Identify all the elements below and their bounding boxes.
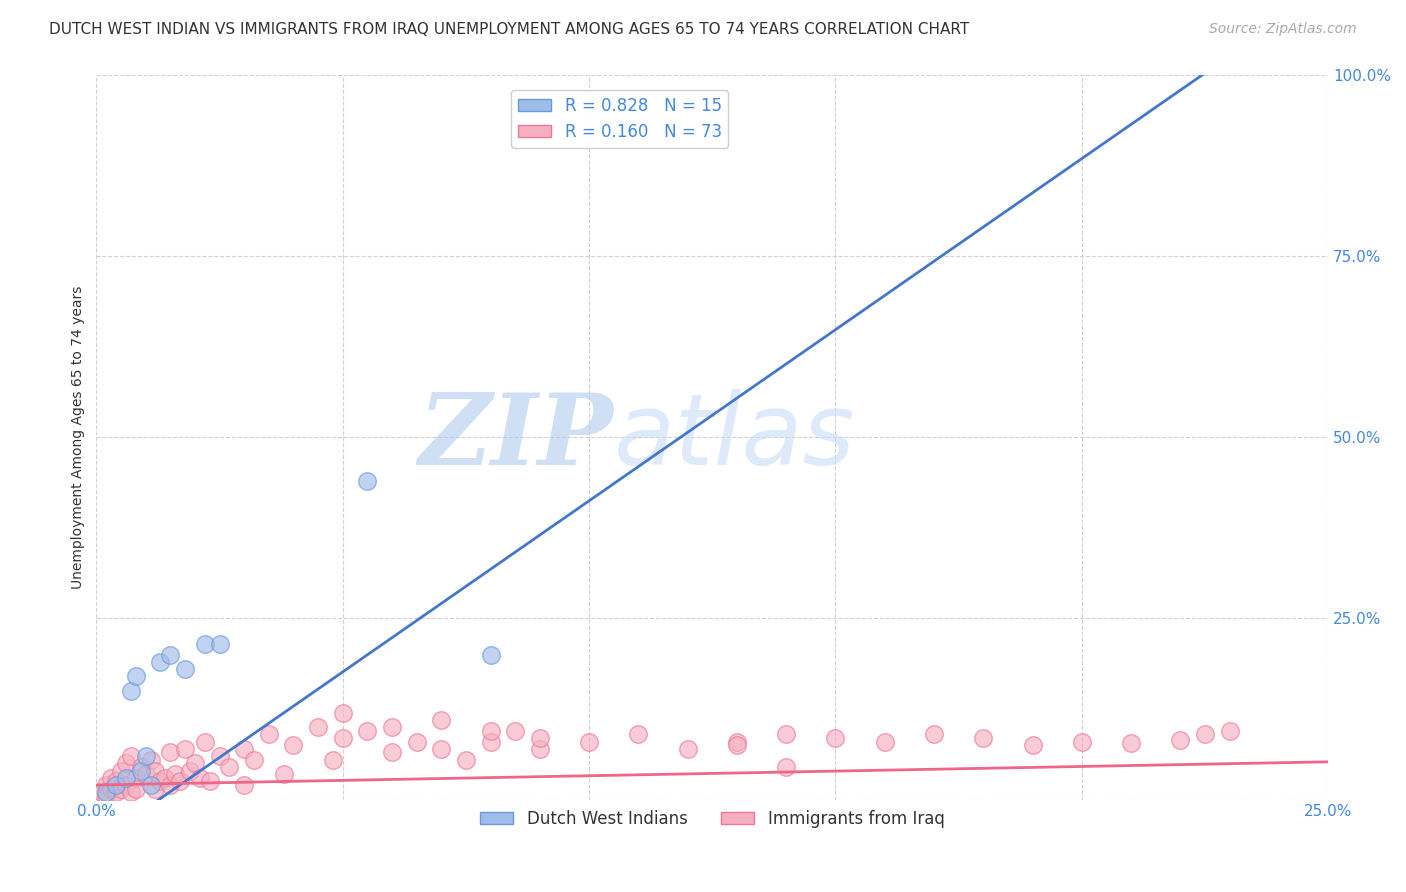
Point — [283, 738, 305, 752]
Point — [479, 734, 502, 748]
Point — [322, 753, 344, 767]
Point — [775, 727, 797, 741]
Point — [100, 771, 122, 785]
Point — [159, 648, 181, 662]
Point — [725, 734, 748, 748]
Point — [479, 648, 502, 662]
Point — [145, 781, 167, 796]
Point — [273, 767, 295, 781]
Point — [96, 778, 118, 792]
Point — [139, 778, 162, 792]
Point — [1194, 727, 1216, 741]
Point — [115, 771, 138, 785]
Point — [135, 749, 157, 764]
Point — [873, 734, 896, 748]
Point — [125, 781, 148, 796]
Point — [96, 789, 118, 803]
Point — [430, 713, 453, 727]
Point — [243, 753, 266, 767]
Point — [90, 785, 112, 799]
Point — [479, 723, 502, 738]
Point — [96, 785, 118, 799]
Point — [115, 778, 138, 792]
Point — [100, 781, 122, 796]
Point — [174, 662, 197, 676]
Point — [503, 723, 526, 738]
Point — [676, 741, 699, 756]
Point — [257, 727, 280, 741]
Point — [529, 741, 551, 756]
Point — [120, 785, 142, 799]
Point — [159, 778, 181, 792]
Point — [208, 749, 231, 764]
Point — [430, 741, 453, 756]
Point — [125, 771, 148, 785]
Text: ZIP: ZIP — [419, 389, 613, 485]
Point — [218, 760, 240, 774]
Point — [149, 655, 172, 669]
Point — [125, 669, 148, 683]
Point — [194, 637, 217, 651]
Point — [627, 727, 650, 741]
Point — [332, 731, 354, 745]
Point — [149, 774, 172, 789]
Point — [174, 741, 197, 756]
Point — [159, 745, 181, 759]
Point — [1168, 733, 1191, 747]
Point — [454, 753, 477, 767]
Point — [184, 756, 207, 771]
Point — [356, 723, 378, 738]
Point — [169, 774, 191, 789]
Point — [105, 785, 128, 799]
Text: DUTCH WEST INDIAN VS IMMIGRANTS FROM IRAQ UNEMPLOYMENT AMONG AGES 65 TO 74 YEARS: DUTCH WEST INDIAN VS IMMIGRANTS FROM IRA… — [49, 22, 970, 37]
Point — [1119, 736, 1142, 750]
Y-axis label: Unemployment Among Ages 65 to 74 years: Unemployment Among Ages 65 to 74 years — [72, 285, 86, 589]
Point — [155, 771, 177, 785]
Point — [110, 764, 132, 778]
Point — [129, 760, 152, 774]
Point — [1219, 723, 1241, 738]
Point — [115, 756, 138, 771]
Point — [529, 731, 551, 745]
Point — [208, 637, 231, 651]
Point — [129, 764, 152, 778]
Point — [381, 745, 404, 759]
Point — [972, 731, 994, 745]
Point — [188, 771, 211, 785]
Point — [165, 767, 187, 781]
Point — [578, 734, 600, 748]
Point — [105, 778, 128, 792]
Point — [110, 781, 132, 796]
Point — [198, 774, 221, 789]
Text: Source: ZipAtlas.com: Source: ZipAtlas.com — [1209, 22, 1357, 37]
Text: atlas: atlas — [613, 389, 855, 485]
Point — [922, 727, 945, 741]
Point — [135, 767, 157, 781]
Point — [194, 734, 217, 748]
Point — [233, 741, 256, 756]
Legend: Dutch West Indians, Immigrants from Iraq: Dutch West Indians, Immigrants from Iraq — [474, 804, 950, 835]
Point — [381, 720, 404, 734]
Point — [775, 760, 797, 774]
Point — [332, 706, 354, 720]
Point — [120, 683, 142, 698]
Point — [179, 764, 201, 778]
Point — [105, 774, 128, 789]
Point — [1070, 734, 1092, 748]
Point — [145, 764, 167, 778]
Point — [725, 738, 748, 752]
Point — [307, 720, 329, 734]
Point — [405, 734, 427, 748]
Point — [233, 778, 256, 792]
Point — [139, 753, 162, 767]
Point — [1021, 738, 1043, 752]
Point — [824, 731, 846, 745]
Point — [356, 474, 378, 488]
Point — [120, 749, 142, 764]
